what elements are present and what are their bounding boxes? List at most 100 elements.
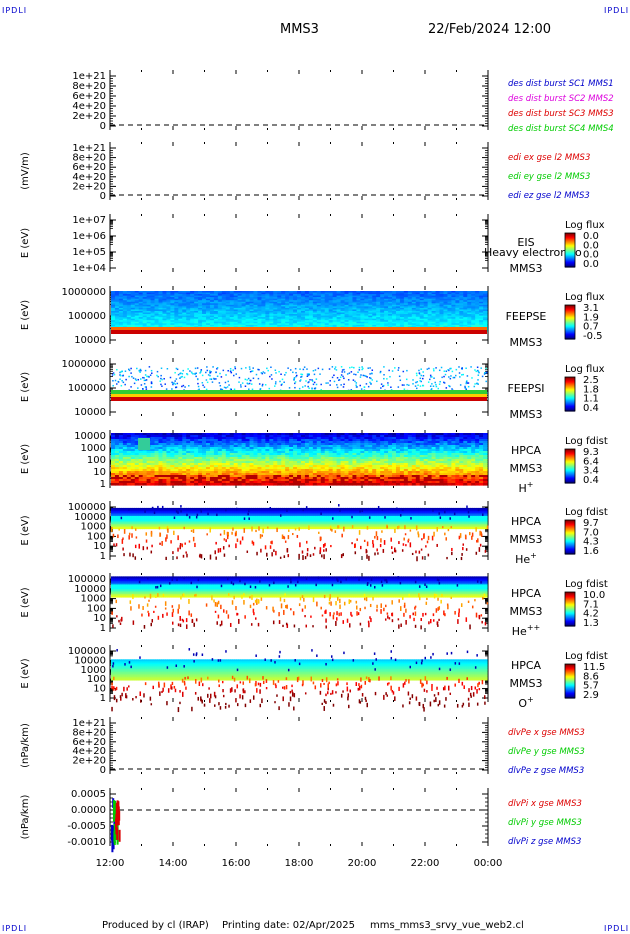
spectrogram-cell: [273, 309, 278, 312]
spectrogram-cell: [479, 300, 484, 303]
spectrogram-cell: [332, 298, 338, 301]
spectrogram-dot: [303, 366, 306, 368]
spectrogram-cell: [451, 312, 456, 315]
spectrogram-dot: [366, 376, 368, 378]
spectrogram-dot: [422, 374, 425, 377]
spectrogram-cell: [205, 301, 211, 304]
spectrogram-cell: [146, 315, 152, 318]
spectrogram-cell: [202, 291, 207, 294]
spectrogram-cell: [221, 298, 227, 301]
spectrogram-dot: [294, 367, 297, 370]
spectrogram-band: [111, 327, 487, 330]
spectrogram-cell: [467, 304, 472, 307]
spectrogram-dot: [270, 374, 273, 376]
spectrogram-cell: [423, 295, 429, 298]
spectrogram-cell: [293, 306, 298, 309]
spectrogram-dot: [408, 384, 410, 386]
spectrogram-cell: [111, 312, 116, 315]
spectrogram-dot: [440, 366, 443, 369]
spectrogram-cell: [372, 291, 377, 294]
spectrogram-cell: [166, 303, 171, 306]
spectrogram-dot: [443, 381, 445, 384]
spectrogram-cell: [395, 295, 401, 298]
spectrogram-cell: [162, 298, 168, 301]
spectrogram-cell: [158, 307, 164, 311]
spectrogram-cell: [178, 303, 183, 306]
spectrogram-cell: [213, 303, 219, 306]
spectrogram-dot: [313, 373, 316, 376]
spectrogram-cell: [392, 309, 397, 312]
spacecraft-label: MMS3: [510, 262, 543, 275]
spectrogram-cell: [372, 309, 377, 312]
spectrogram-cell: [253, 307, 259, 311]
spectrogram-cell: [209, 312, 215, 315]
spectrogram-cell: [344, 307, 350, 311]
spectrogram-cell: [158, 311, 164, 314]
spectrogram-dot: [465, 381, 468, 383]
spectrogram-cell: [233, 291, 239, 294]
spectrogram-cell: [423, 309, 429, 312]
spectrogram-cell: [344, 304, 350, 307]
spectrogram-cell: [245, 315, 251, 318]
spectrogram-dot: [280, 384, 283, 386]
y-tick-label: 1e+06: [72, 231, 106, 242]
spectrogram-cell: [447, 303, 452, 306]
spectrogram-cell: [297, 312, 302, 315]
spectrogram-cell: [269, 306, 274, 309]
spectrogram-cell: [277, 304, 282, 307]
spectrogram-dot: [477, 383, 479, 385]
colorbar-cell: [565, 234, 575, 237]
spectrogram-cell: [435, 294, 441, 297]
spectrogram-dot: [250, 383, 253, 385]
y-tick-label: 10: [93, 467, 106, 478]
spectrogram-cell: [241, 303, 247, 306]
spectrogram-cell: [122, 317, 128, 320]
spectrogram-dot: [287, 367, 289, 369]
spectrogram-dot: [449, 377, 452, 380]
spectrogram-cell: [316, 298, 322, 301]
spectrogram-cell: [186, 294, 191, 297]
spectrogram-cell: [304, 304, 310, 307]
spectrogram-cell: [130, 311, 136, 314]
spectrogram-cell: [439, 292, 445, 295]
spectrogram-cell: [245, 304, 251, 307]
spectrogram-dot: [367, 385, 370, 388]
overlay-label: Heavy electron to: [484, 246, 582, 259]
spectrogram-cell: [435, 291, 441, 294]
spectrogram-cell: [198, 295, 203, 298]
spectrogram-cell: [336, 312, 342, 315]
spectrogram-dot: [420, 368, 422, 370]
spectrogram-cell: [273, 301, 278, 304]
spectrogram-cell: [324, 304, 330, 307]
spectrogram-cell: [411, 295, 417, 298]
spectrogram-cell: [293, 315, 298, 318]
spectrogram-cell: [336, 304, 342, 307]
spectrogram-dot: [370, 377, 372, 380]
spectrogram-cell: [328, 306, 334, 309]
spectrogram-cell: [403, 315, 409, 318]
spectrogram-dot: [249, 368, 251, 370]
spectrogram-dot: [459, 376, 461, 378]
spectrogram-cell: [312, 298, 318, 301]
spectrogram-cell: [245, 312, 251, 315]
spectrogram-cell: [182, 311, 187, 314]
spectrogram-cell: [356, 300, 361, 303]
spectrogram-dot: [172, 383, 174, 386]
spacecraft-label: MMS3: [510, 408, 543, 421]
y-tick-label: 4e+20: [72, 101, 106, 112]
spectrogram-cell: [407, 314, 413, 317]
spectrogram-dot: [238, 381, 240, 383]
spectrogram-cell: [316, 291, 322, 294]
spectrogram-cell: [388, 291, 393, 294]
spectrogram-cell: [126, 306, 132, 309]
spectrogram-cell: [126, 292, 132, 295]
spectrogram-cell: [261, 300, 266, 303]
spectrogram-cell: [423, 291, 429, 294]
spectrogram-cell: [360, 292, 365, 295]
spectrogram-cell: [221, 303, 227, 306]
spectrogram-dot: [352, 379, 355, 381]
spectrogram-cell: [376, 312, 381, 315]
spectrogram-cell: [403, 304, 409, 307]
spectrogram-cell: [308, 307, 314, 311]
